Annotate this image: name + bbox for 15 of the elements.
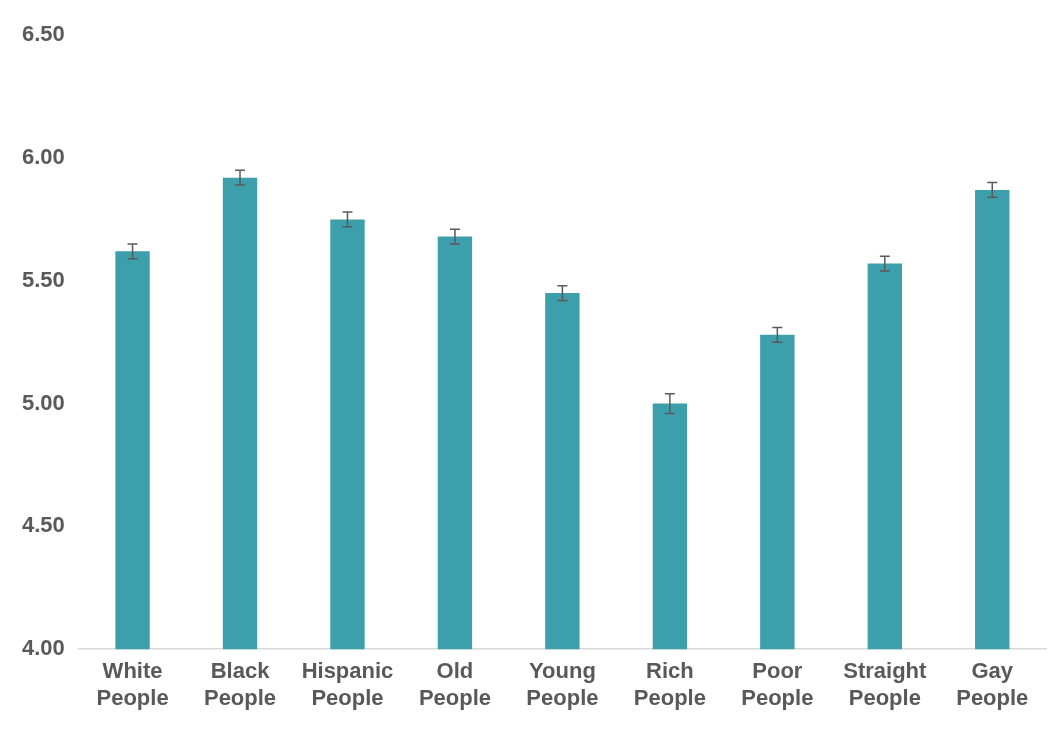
y-tick-label: 6.00	[21, 144, 65, 170]
y-tick-label: 4.50	[21, 512, 65, 538]
x-tick-label: Rich People	[633, 658, 706, 710]
x-tick-label: Poor People	[741, 658, 814, 710]
x-tick-label: Straight People	[843, 658, 928, 710]
y-tick-label: 5.00	[21, 389, 65, 415]
x-tick-label: Old People	[418, 658, 492, 710]
x-tick-label: Gay People	[956, 658, 1029, 710]
x-tick-label: Black People	[203, 658, 277, 710]
x-tick-label: White People	[96, 658, 169, 710]
y-tick-label: 5.50	[21, 266, 65, 292]
x-tick-label: Hispanic People	[301, 658, 394, 710]
x-tick-label: Young People	[526, 658, 599, 710]
y-tick-label: 4.00	[21, 635, 65, 661]
y-tick-label: 6.50	[21, 21, 65, 47]
